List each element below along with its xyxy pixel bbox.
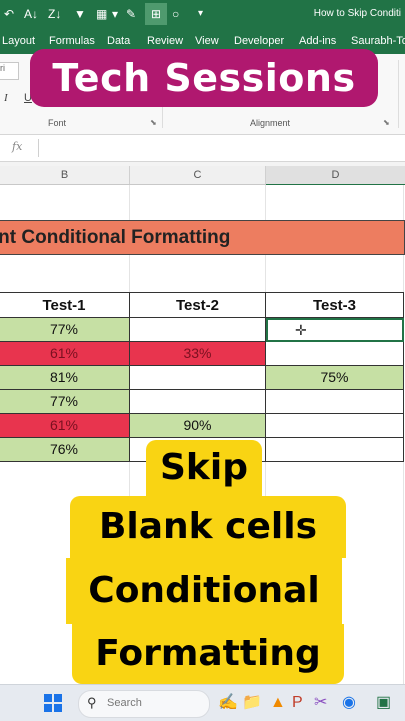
font-group-label: Font: [48, 118, 67, 128]
overlay-line: Conditional: [66, 558, 342, 624]
table-cell[interactable]: 76%: [0, 438, 130, 462]
table-cell[interactable]: 61%: [0, 342, 130, 366]
table-cell[interactable]: 77%: [0, 318, 130, 342]
table-cell[interactable]: [266, 342, 404, 366]
tab-review[interactable]: Review: [147, 35, 184, 47]
table-header-test-1[interactable]: Test-1: [0, 292, 130, 318]
dropdown-icon[interactable]: ▾: [112, 7, 119, 21]
search-placeholder: Search: [107, 697, 142, 709]
tab-view[interactable]: View: [195, 35, 219, 47]
fx-icon[interactable]: fx: [12, 140, 23, 153]
column-header-c[interactable]: C: [130, 166, 266, 184]
search-icon: ⚲: [87, 695, 97, 710]
table-cell[interactable]: [266, 390, 404, 414]
notepad-icon[interactable]: ✍: [218, 694, 238, 711]
alignment-group-label: Alignment: [250, 118, 291, 128]
circle-icon[interactable]: ○: [172, 7, 180, 21]
table-cell[interactable]: 77%: [0, 390, 130, 414]
overlay-line: Formatting: [72, 624, 344, 684]
powerpoint-icon[interactable]: P: [292, 694, 303, 711]
fill-color-icon[interactable]: ▦: [96, 7, 108, 21]
filter-icon[interactable]: ▼: [74, 7, 86, 21]
tab-formulas[interactable]: Formulas: [49, 35, 95, 47]
vlc-icon[interactable]: ▲: [270, 694, 286, 711]
snipping-tool-icon[interactable]: ✂: [314, 694, 328, 711]
font-launcher-icon[interactable]: ⬊: [150, 118, 157, 127]
windows-start-icon[interactable]: [44, 694, 62, 712]
format-painter-icon[interactable]: ✎: [126, 7, 137, 21]
table-cell[interactable]: [130, 366, 266, 390]
ribbon-separator: [398, 60, 399, 128]
column-header-d[interactable]: D: [266, 166, 405, 186]
tab-data[interactable]: Data: [107, 35, 131, 47]
table-cell[interactable]: [266, 438, 404, 462]
table-cell[interactable]: [130, 318, 266, 342]
table-cell[interactable]: 90%: [130, 414, 266, 438]
table-cell[interactable]: 61%: [0, 414, 130, 438]
underline-button[interactable]: U: [24, 92, 32, 104]
sort-desc-icon[interactable]: Z↓: [48, 7, 62, 21]
tab-saurabh-tools[interactable]: Saurabh-Too: [351, 35, 405, 47]
taskbar: ⚲ Search ✍ 📁 ▲ P ✂ ◉ ▣: [0, 684, 405, 721]
cell-cursor-icon: ✛: [295, 322, 307, 338]
border-icon[interactable]: ⊞: [145, 3, 167, 25]
table-cell[interactable]: 75%: [266, 366, 404, 390]
quick-access-toolbar: ↶ A↓ Z↓ ▼ ▦ ▾ ✎ ⊞ ○ ▾ How to Skip Condit…: [0, 0, 405, 28]
font-name-box[interactable]: ri: [0, 62, 19, 80]
taskbar-search[interactable]: ⚲ Search: [78, 690, 210, 718]
column-headers: B C D: [0, 166, 405, 186]
window-title: How to Skip Conditi: [313, 8, 401, 19]
channel-banner: Tech Sessions: [30, 49, 378, 107]
table-cell[interactable]: [130, 390, 266, 414]
sheet-title: Different Conditional Formatting: [0, 227, 231, 248]
excel-icon[interactable]: ▣: [376, 694, 392, 711]
column-header-b[interactable]: B: [0, 166, 130, 184]
formula-bar: fx: [0, 135, 405, 162]
tab-layout[interactable]: Layout: [2, 35, 36, 47]
italic-button[interactable]: I: [4, 92, 8, 104]
tab-add-ins[interactable]: Add-ins: [299, 35, 337, 47]
more-icon[interactable]: ▾: [198, 8, 204, 19]
active-cell[interactable]: [266, 318, 404, 342]
chrome-icon[interactable]: ◉: [342, 694, 356, 711]
sort-icon[interactable]: A↓: [24, 7, 39, 21]
table-cell[interactable]: 81%: [0, 366, 130, 390]
tab-developer[interactable]: Developer: [234, 35, 285, 47]
table-cell[interactable]: 33%: [130, 342, 266, 366]
file-explorer-icon[interactable]: 📁: [242, 694, 262, 711]
undo-icon[interactable]: ↶: [4, 7, 15, 21]
formula-bar-separator: [38, 139, 39, 157]
alignment-launcher-icon[interactable]: ⬊: [383, 118, 390, 127]
table-cell[interactable]: [266, 414, 404, 438]
sheet-title-cell[interactable]: Different Conditional Formatting: [0, 220, 405, 255]
table-header-test-2[interactable]: Test-2: [130, 292, 266, 318]
overlay-line: Blank cells: [70, 496, 346, 558]
overlay-line: Skip: [146, 440, 262, 496]
table-header-test-3[interactable]: Test-3: [266, 292, 404, 318]
